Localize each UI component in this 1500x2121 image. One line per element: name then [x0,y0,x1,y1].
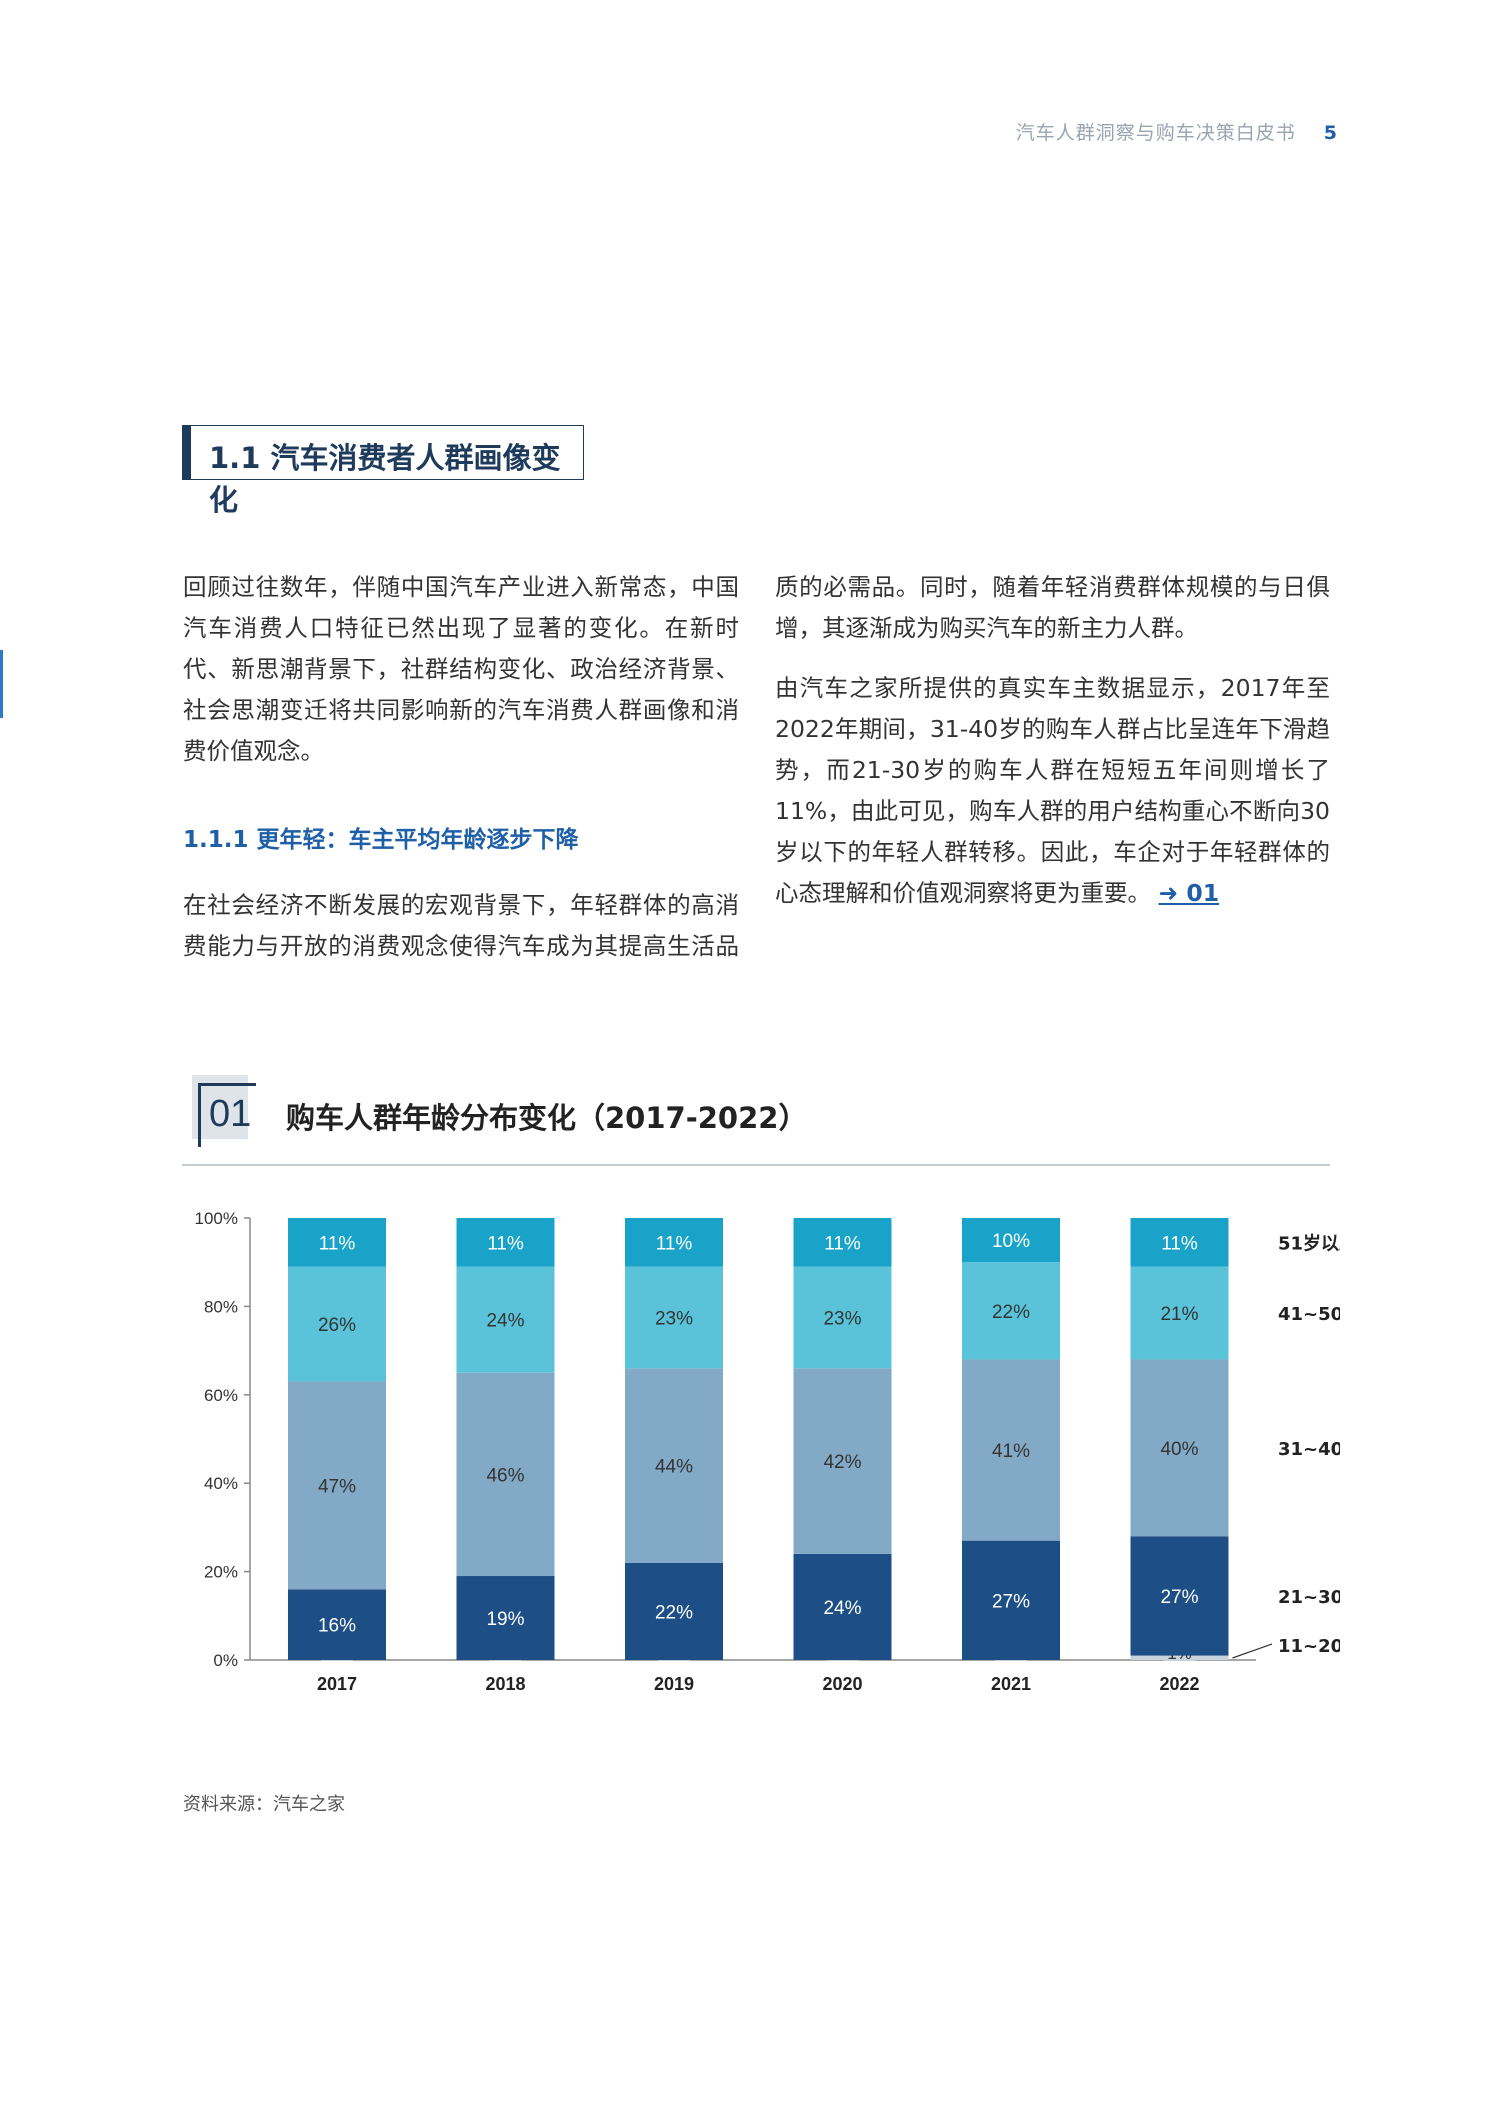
bar-segment [288,1381,386,1590]
bar-segment [962,1359,1060,1541]
legend-leader-line [1232,1643,1273,1659]
paragraph-2-continued: 在社会经济不断发展的宏观背景下，年轻群体的高消费能力与开放的消费观念使得汽车成为… [775,567,1330,649]
bar-value-label: 16% [318,1616,356,1637]
bar-segment [456,1372,555,1577]
bar-value-label: 23% [655,1308,693,1329]
x-tick-label: 2022 [1159,1674,1199,1694]
bar-value-label: 41% [992,1441,1030,1462]
running-header: 汽车人群洞察与购车决策白皮书 5 [1016,118,1338,145]
bar-value-label: 22% [655,1602,693,1623]
section-title-box: 1.1 汽车消费者人群画像变化 [182,425,584,517]
bar-value-label: 24% [823,1598,861,1619]
bar-segment [456,1576,555,1660]
bar-value-label: 27% [1160,1587,1198,1608]
x-tick-label: 2017 [317,1674,357,1694]
x-tick-label: 2019 [654,1674,694,1694]
bar-segment [456,1218,555,1267]
bar-segment [793,1218,892,1267]
y-tick-label: 100% [195,1209,238,1228]
bar-value-label: 46% [486,1465,524,1486]
bar-segment [793,1553,892,1660]
figure-rule [182,1164,1330,1166]
paragraph-2-part1: 在社会经济不断发展的宏观背景下，年轻群体的高消费能力与开放的消费观念使得汽车成为… [183,885,739,967]
bar-value-label: 44% [655,1457,693,1478]
y-tick-label: 0% [213,1651,238,1670]
bar-value-label: 22% [992,1302,1030,1323]
x-tick-label: 2018 [485,1674,525,1694]
bar-segment [625,1562,723,1660]
bar-segment [793,1266,892,1369]
bar-value-label: 23% [823,1308,861,1329]
intro-paragraph: 回顾过往数年，伴随中国汽车产业进入新常态，中国汽车消费人口特征已然出现了显著的变… [183,573,739,765]
bar-value-label: 11% [824,1233,861,1254]
bar-value-label: 24% [486,1311,524,1332]
bar-segment [1130,1266,1229,1360]
bar-value-label: 21% [1160,1304,1198,1325]
y-tick-label: 20% [204,1563,238,1582]
bar-segment [962,1262,1060,1360]
bar-value-label: 11% [319,1233,356,1254]
legend-label: 31~40岁 [1278,1438,1340,1460]
paragraph-3: 由汽车之家所提供的真实车主数据显示，2017年至2022年期间，31-40岁的购… [775,668,1330,914]
bar-segment [625,1218,723,1267]
bar-segment [625,1266,723,1369]
legend-label: 51岁以上 [1278,1232,1340,1254]
bar-value-label: 19% [486,1609,524,1630]
figure-title: 购车人群年龄分布变化（2017-2022） [286,1101,808,1135]
paragraph-2-continued-text: 在社会经济不断发展的宏观背景下，年轻群体的高消费能力与开放的消费观念使得汽车成为… [775,573,1330,642]
bar-segment [793,1368,892,1554]
y-tick-label: 60% [204,1386,238,1405]
bar-value-label: 10% [992,1231,1030,1252]
bar-segment [962,1540,1060,1660]
y-tick-label: 40% [204,1474,238,1493]
bar-segment [962,1218,1060,1263]
bar-value-label: 11% [656,1233,693,1254]
figure-number: 01 [209,1093,252,1135]
section-title: 1.1 汽车消费者人群画像变化 [209,441,561,517]
paragraph-2-text: 在社会经济不断发展的宏观背景下，年轻群体的高消费能力与开放的消费观念使得汽车成为… [183,891,739,960]
bar-segment [1130,1218,1229,1267]
bar-segment [456,1266,555,1373]
subsection-title: 1.1.1 更年轻：车主平均年龄逐步下降 [183,827,579,853]
bar-segment [288,1218,386,1267]
y-tick-label: 80% [204,1297,238,1316]
x-tick-label: 2021 [991,1674,1031,1694]
figure-number-box: 01 [198,1083,256,1147]
legend-label: 21~30岁 [1278,1586,1340,1608]
bar-segment [1130,1359,1229,1537]
bar-value-label: 42% [823,1452,861,1473]
bar-value-label: 47% [318,1476,356,1497]
figure-link[interactable]: ➜ 01 [1158,879,1220,907]
page-edge-marker [0,650,3,718]
bar-segment [288,1266,386,1382]
bar-value-label: 11% [1161,1233,1198,1254]
header-doc-title: 汽车人群洞察与购车决策白皮书 [1015,122,1296,144]
source-note: 资料来源：汽车之家 [183,1794,345,1815]
legend-label: 11~20岁 [1278,1635,1340,1657]
bar-segment [288,1589,386,1660]
bar-value-label: 27% [992,1591,1030,1612]
paragraph-3-text: 由汽车之家所提供的真实车主数据显示，2017年至2022年期间，31-40岁的购… [775,674,1330,907]
bar-value-label: 40% [1160,1439,1198,1460]
bar-segment [1130,1536,1229,1656]
bar-value-label: 11% [487,1233,524,1254]
bar-value-label: 26% [318,1315,356,1336]
age-distribution-chart: 0%20%40%60%80%100%0%16%47%26%11%20170%19… [195,1209,1340,1694]
bar-segment [625,1368,723,1563]
legend-label: 41~50岁 [1278,1303,1340,1325]
page-number: 5 [1323,122,1338,144]
x-tick-label: 2020 [822,1674,862,1694]
